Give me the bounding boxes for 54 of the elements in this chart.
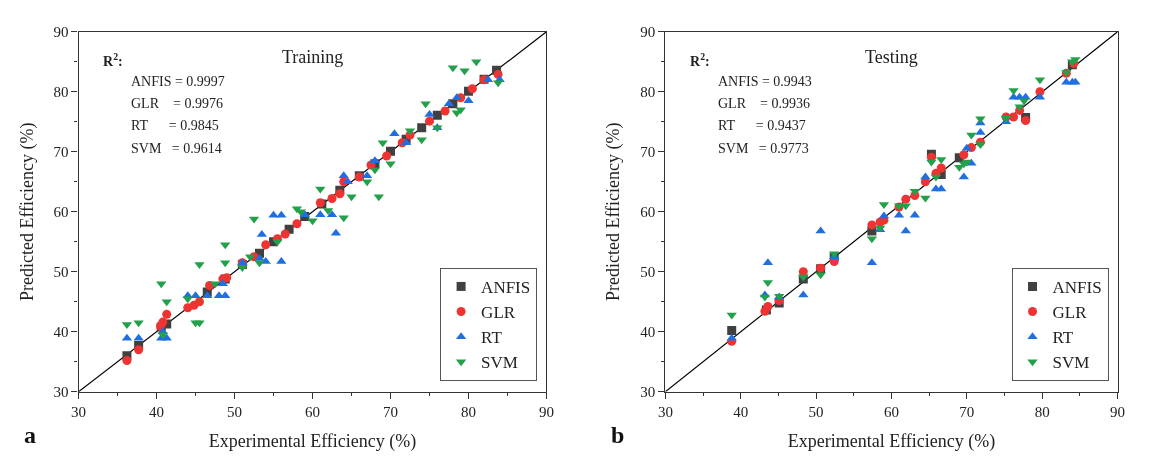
- y-tick-label: 40: [53, 323, 69, 340]
- legend-label: SVM: [1052, 353, 1090, 373]
- legend-label: SVM: [481, 353, 518, 373]
- y-tick-label: 40: [640, 323, 656, 340]
- legend-label: RT: [481, 328, 503, 348]
- x-tick-label: 30: [657, 403, 673, 420]
- annotation: SVM = 0.9773: [718, 141, 809, 156]
- x-tick-label: 90: [538, 403, 554, 420]
- y-tick-label: 70: [53, 144, 69, 161]
- annotation: GLR = 0.9976: [131, 96, 223, 111]
- x-tick-label: 40: [733, 403, 749, 420]
- x-axis-title: Experimental Efficiency (%): [787, 430, 996, 452]
- annotation: RT = 0.9845: [131, 118, 219, 133]
- x-tick-label: 70: [959, 403, 975, 420]
- y-tick-label: 90: [53, 24, 69, 41]
- annotation: ANFIS = 0.9997: [131, 74, 225, 89]
- annotation: GLR = 0.9936: [718, 96, 810, 111]
- legend-label: GLR: [1052, 303, 1088, 323]
- text: a: [24, 422, 36, 448]
- x-tick-label: 80: [1034, 403, 1050, 420]
- x-tick-label: 70: [383, 403, 399, 420]
- legend-label: ANFIS: [481, 278, 531, 298]
- legend-label: RT: [1052, 328, 1074, 348]
- x-tick-label: 60: [883, 403, 899, 420]
- text: b: [611, 422, 625, 448]
- text: Testing: [865, 47, 918, 67]
- y-tick-label: 60: [640, 204, 656, 220]
- y-tick-label: 80: [640, 84, 656, 101]
- annotation: R$^{2}$:: [103, 51, 123, 69]
- y-tick-label: 50: [640, 263, 656, 280]
- y-axis-title: Predicted Efficiency (%): [603, 122, 625, 302]
- x-tick-label: 50: [227, 403, 243, 420]
- x-tick-label: 60: [305, 403, 321, 420]
- annotation: RT = 0.9437: [718, 118, 806, 133]
- x-axis-title: Experimental Efficiency (%): [208, 430, 417, 452]
- legend-label: GLR: [481, 303, 516, 323]
- legend-label: ANFIS: [1052, 278, 1102, 298]
- text: Training: [282, 47, 344, 67]
- annotation: R$^{2}$:: [690, 51, 710, 69]
- x-tick-label: 40: [149, 403, 165, 420]
- y-tick-label: 30: [53, 383, 69, 400]
- y-tick-label: 50: [53, 263, 69, 280]
- x-tick-label: 30: [71, 403, 87, 420]
- annotation: ANFIS = 0.9943: [718, 74, 812, 89]
- x-tick-label: 90: [1110, 403, 1126, 420]
- y-tick-label: 60: [53, 204, 69, 220]
- x-tick-label: 50: [808, 403, 824, 420]
- y-tick-label: 90: [640, 24, 656, 41]
- y-tick-label: 30: [640, 383, 656, 400]
- y-tick-label: 80: [53, 84, 69, 101]
- y-axis-title: Predicted Efficiency (%): [16, 122, 38, 302]
- x-tick-label: 80: [460, 403, 476, 420]
- y-tick-label: 70: [640, 144, 656, 161]
- annotation: SVM = 0.9614: [131, 141, 222, 156]
